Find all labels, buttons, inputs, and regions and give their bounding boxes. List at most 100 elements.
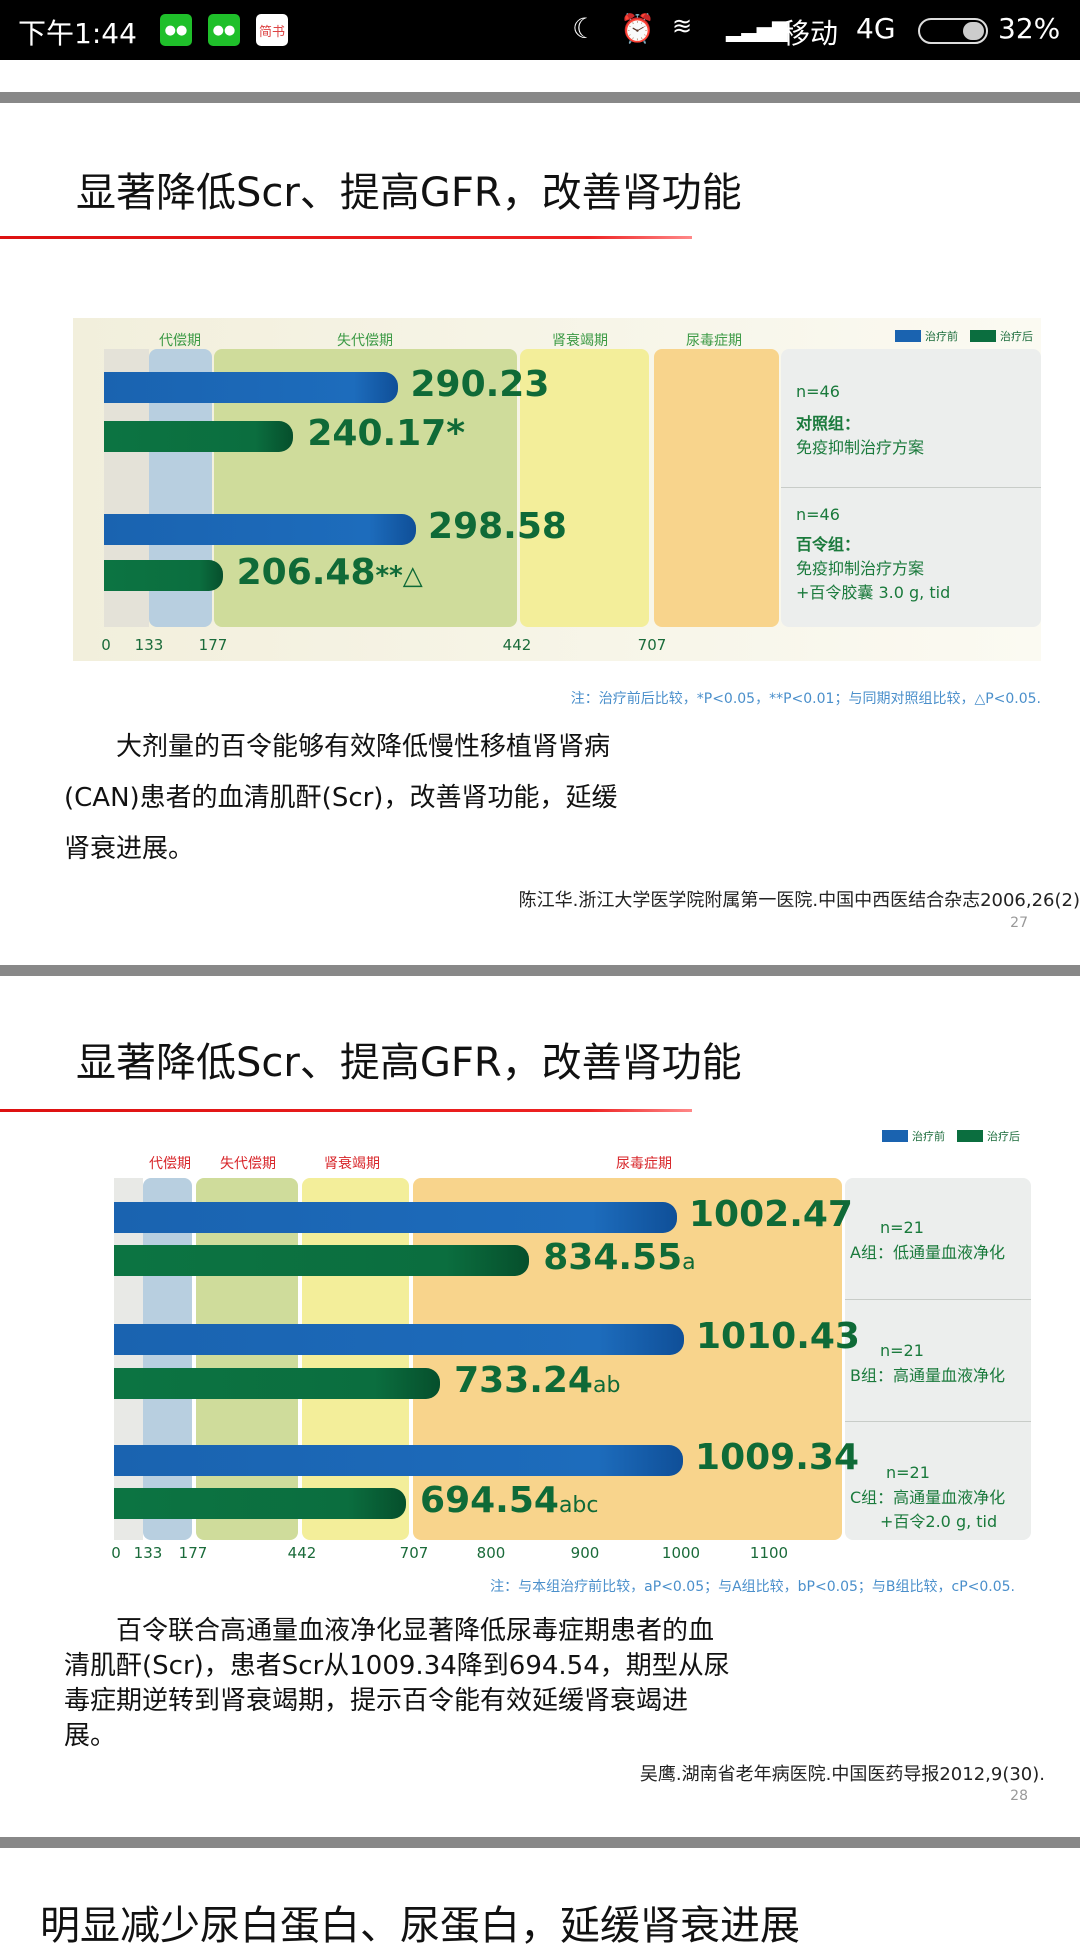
slide-separator [0,1837,1080,1848]
bar-after [114,1488,407,1519]
group-description: 免疫抑制治疗方案 [796,559,925,578]
carrier: 移动 [782,17,839,50]
chart-footnote: 注：与本组治疗前比较，aP<0.05；与A组比较，bP<0.05；与B组比较，c… [490,1579,1015,1595]
stage-label: 代偿期 [149,1156,191,1172]
axis-tick-label: 177 [178,1544,208,1562]
value-label-after: 206.48**△ [236,552,423,593]
stage-label: 肾衰竭期 [324,1156,380,1172]
stage-label: 尿毒症期 [616,1156,672,1172]
axis-tick-label: 800 [476,1544,506,1562]
slide-body: 大剂量的百令能够有效降低慢性移植肾肾病(CAN)患者的血清肌酐(Scr)，改善肾… [64,732,618,864]
group-divider [781,487,1041,488]
page-number: 27 [1010,915,1028,931]
group-description: B组：高通量血液净化 [850,1366,1005,1385]
significance-mark: **△ [375,561,423,591]
group-description: 免疫抑制治疗方案 [796,438,925,457]
axis-tick-label: 133 [133,1544,163,1562]
legend-swatch [895,330,921,342]
legend-label: 治疗后 [987,1130,1020,1143]
bar-after [114,1368,441,1399]
bar-after [104,560,223,591]
axis-tick-label: 1000 [661,1544,701,1562]
citation: 陈江华.浙江大学医学院附属第一医院.中国中西医结合杂志2006,26(2) [518,890,1080,911]
group-n: n=21 [880,1341,924,1360]
value-label-after: 733.24ab [454,1360,621,1401]
significance-mark: ab [592,1373,621,1398]
chart-scr-can: 代偿期 失代偿期 肾衰竭期 尿毒症期 0 133 177 442 707 290.23 240.17… [0,0,1080,720]
legend-swatch [957,1130,983,1142]
group-divider [845,1421,1031,1422]
bar-after [104,421,294,452]
group-label-panel [845,1178,1031,1540]
legend-label: 治疗前 [912,1130,945,1143]
group-divider [845,1299,1031,1300]
group-description: 对照组： [796,414,861,433]
significance-mark: a [682,1250,696,1275]
axis-tick-label: 1100 [749,1544,789,1562]
stage-band [196,1178,298,1540]
group-description: +百令胶囊 3.0 g, tid [796,583,951,602]
axis-tick-label: 442 [502,636,532,654]
clock: 下午1:44 [18,17,137,50]
bar-before [114,1445,684,1476]
status-bar: 下午1:44 ●● ●● 简书 ☾ ⏰ ≋ ▂▃▅▇ 移动 4G 32% [0,0,1080,60]
stage-label: 肾衰竭期 [552,333,608,349]
battery-percent: 32% [998,12,1061,45]
bar-before [104,514,417,545]
stage-band [114,1178,143,1540]
value-label-after: 694.54abc [420,1480,599,1521]
battery-icon [918,18,988,44]
group-label-panel [781,349,1041,627]
bar-before [104,372,399,403]
axis-tick-label: 900 [570,1544,600,1562]
wechat-icon: ●● [208,14,240,46]
citation: 吴鹰.湖南省老年病医院.中国医药导报2012,9(30). [639,1764,1045,1785]
page-number: 28 [1010,1788,1028,1804]
chart-footnote: 注：治疗前后比较，*P<0.05，**P<0.01；与同期对照组比较，△P<0.… [570,691,1041,707]
stage-band [654,349,779,627]
value-label-after: 240.17* [307,413,466,454]
slide-separator [0,965,1080,976]
title-underline [0,1109,692,1112]
group-n: n=46 [796,505,840,524]
value-label-before: 1010.43 [696,1316,860,1357]
axis-tick-label: 133 [134,636,164,654]
slide-title: 显著降低Scr、提高GFR，改善肾功能 [76,1040,742,1086]
wechat-icon: ●● [160,14,192,46]
axis-tick-label: 707 [399,1544,429,1562]
bar-after [114,1245,530,1276]
stage-band [302,1178,409,1540]
group-n: n=21 [880,1218,924,1237]
group-description: C组：高通量血液净化 [850,1488,1006,1507]
axis-tick-label: 177 [198,636,228,654]
significance-mark: abc [558,1493,599,1518]
stage-band [143,1178,192,1540]
axis-tick-label: 442 [287,1544,317,1562]
value-label-before: 298.58 [428,506,567,547]
stage-label: 失代偿期 [220,1156,276,1172]
legend-swatch [970,330,996,342]
bar-before [114,1202,677,1233]
group-description: A组：低通量血液净化 [850,1243,1005,1262]
axis-tick-label: 707 [637,636,667,654]
network-type: 4G [856,12,896,45]
legend-label: 治疗后 [1000,330,1033,343]
signal-icon: ▂▃▅▇ [726,18,788,42]
slide-title: 显著降低Scr、提高GFR，改善肾功能 [76,170,742,216]
axis-tick-label: 0 [111,1544,121,1562]
legend-swatch [882,1130,908,1142]
bar-before [114,1324,684,1355]
moon-icon: ☾ [572,12,598,45]
legend: 治疗前 治疗后 [882,1128,1028,1144]
value-label-before: 290.23 [410,364,550,405]
jianshu-icon: 简书 [256,14,288,46]
group-n: n=21 [886,1463,930,1482]
slide-separator [0,92,1080,103]
stage-label: 代偿期 [159,333,201,349]
stage-band [413,1178,842,1540]
title-underline [0,236,692,239]
significance-mark: * [446,413,466,454]
slide-title: 明显减少尿白蛋白、尿蛋白，延缓肾衰进展 [40,1903,800,1949]
group-description: +百令2.0 g, tid [880,1512,998,1531]
alarm-icon: ⏰ [620,12,655,45]
